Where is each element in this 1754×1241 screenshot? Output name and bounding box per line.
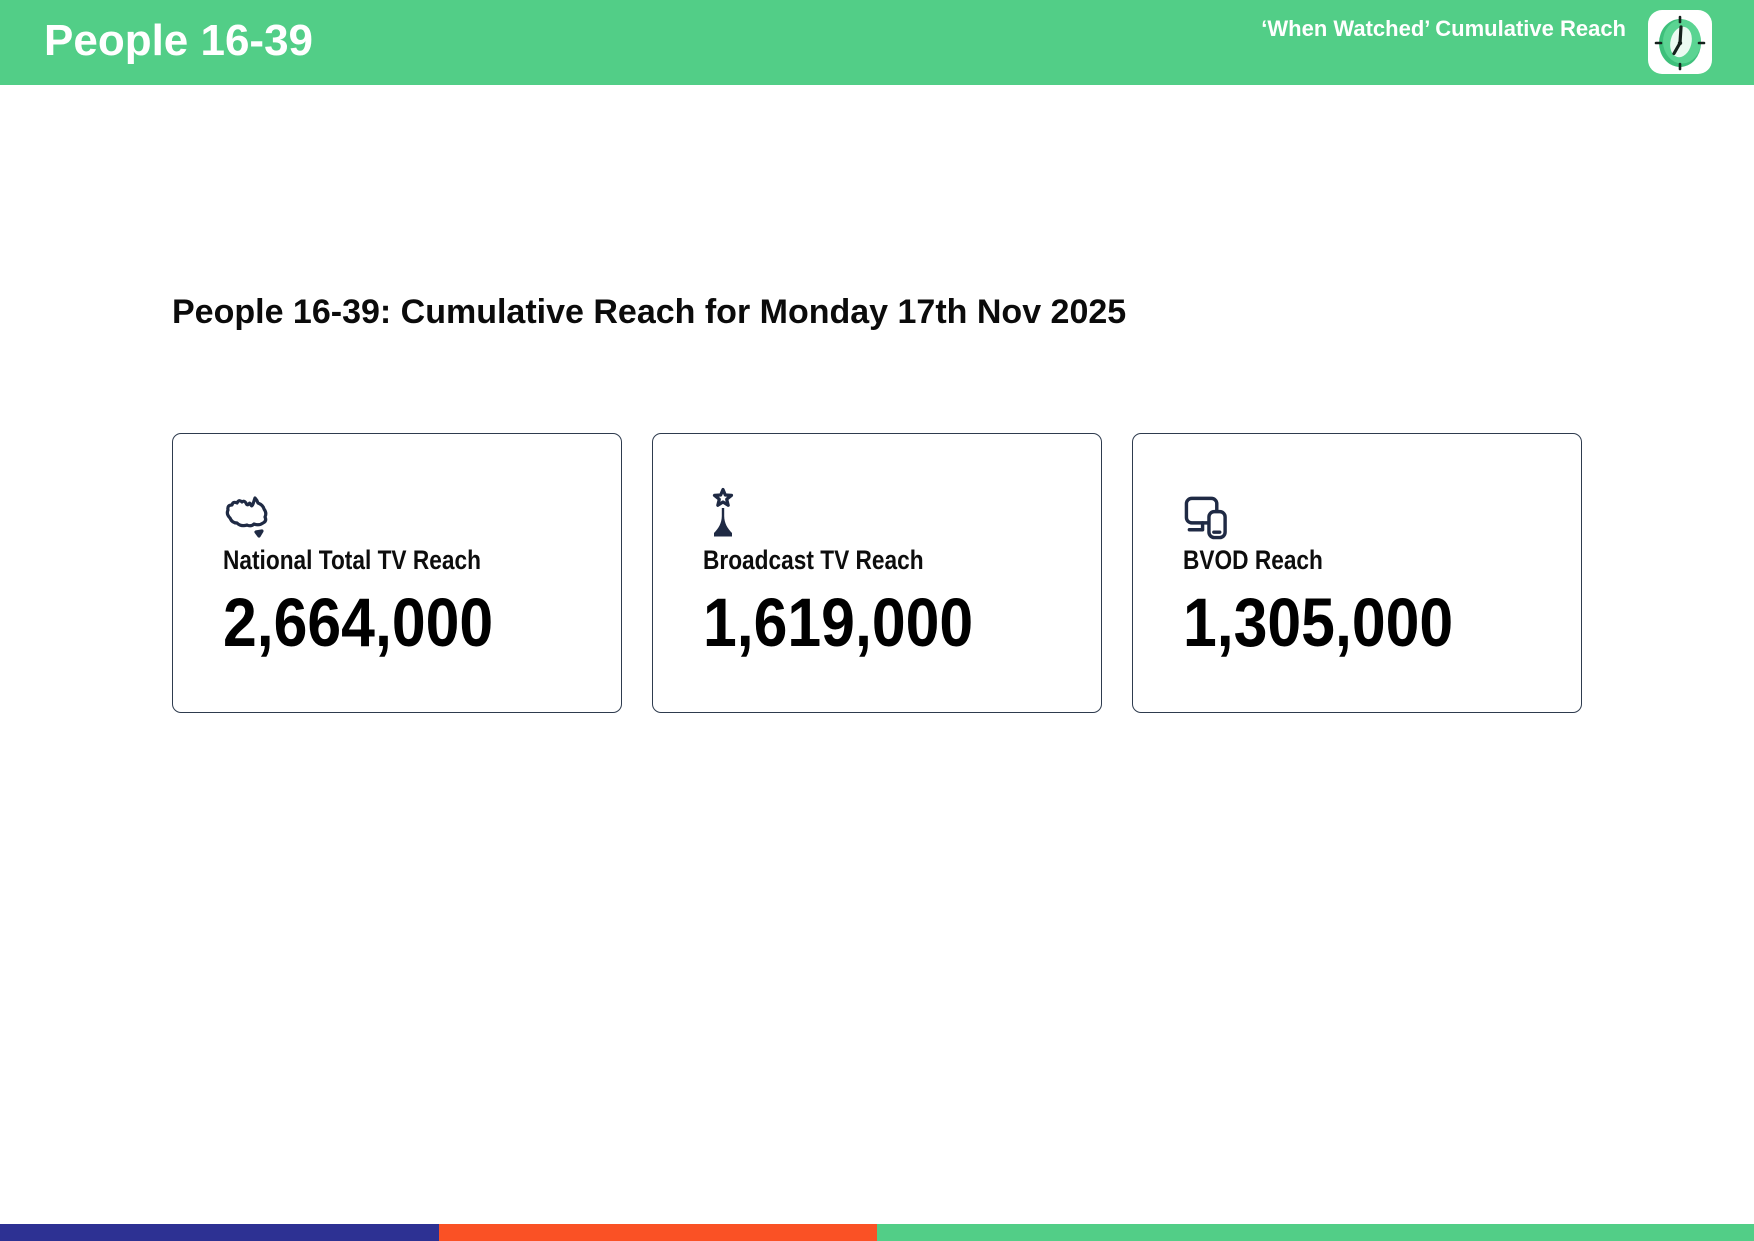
kpi-label: Broadcast TV Reach [703, 545, 924, 575]
header-subtitle: ‘When Watched’ Cumulative Reach [1261, 16, 1626, 41]
kpi-label: BVOD Reach [1183, 545, 1323, 575]
header-bar: People 16-39 ‘When Watched’ Cumulative R… [0, 0, 1754, 85]
footer-segment-green [877, 1224, 1754, 1241]
kpi-value: 1,619,000 [703, 584, 974, 662]
page-title: People 16-39: Cumulative Reach for Monda… [172, 293, 1127, 331]
devices-icon [1183, 487, 1553, 540]
header-right-group: ‘When Watched’ Cumulative Reach [1261, 10, 1712, 74]
kpi-cards-row: National Total TV Reach 2,664,000 Broadc… [172, 433, 1582, 713]
kpi-value: 1,305,000 [1183, 584, 1454, 662]
header-title: People 16-39 [44, 15, 314, 65]
broadcast-tower-icon [703, 487, 1073, 540]
kpi-label: National Total TV Reach [223, 545, 481, 575]
kpi-value: 2,664,000 [223, 584, 494, 662]
footer-segment-indigo [0, 1224, 439, 1241]
kpi-card-broadcast-tv: Broadcast TV Reach 1,619,000 [652, 433, 1102, 713]
footer-color-bar [0, 1224, 1754, 1241]
kpi-card-bvod: BVOD Reach 1,305,000 [1132, 433, 1582, 713]
kpi-card-national-total-tv: National Total TV Reach 2,664,000 [172, 433, 622, 713]
footer-segment-orange [438, 1224, 877, 1241]
clock-app-icon [1648, 10, 1712, 74]
australia-map-icon [223, 487, 593, 540]
